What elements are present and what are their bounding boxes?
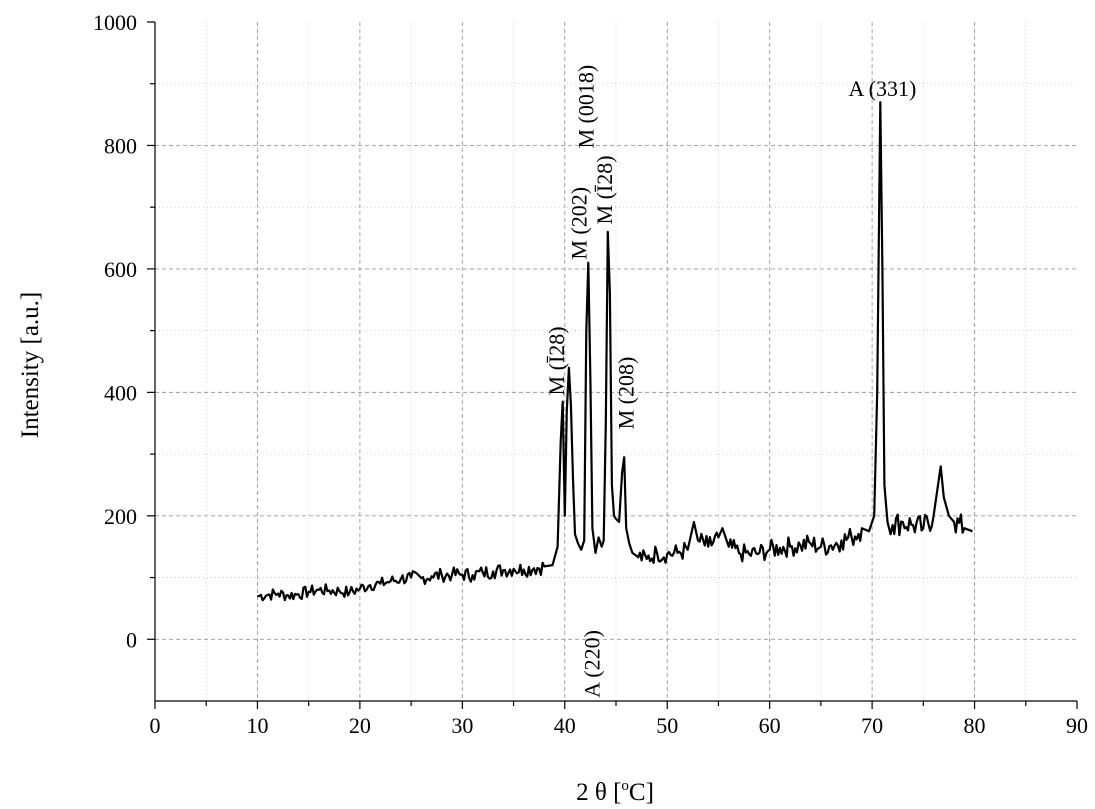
y-tick-label: 600: [104, 257, 137, 282]
x-axis-title: 2 θ [oC]: [576, 778, 654, 806]
x-tick-label: 30: [451, 713, 473, 738]
peak-label: A (220): [580, 630, 605, 698]
x-axis-title-suffix: C]: [629, 779, 654, 806]
x-tick-label: 20: [349, 713, 371, 738]
y-tick-label: 0: [126, 627, 137, 652]
tick-labels: 0 10 20 30 40 50 60 70 80 90 0 200 400 600 800 1000: [93, 10, 1088, 738]
peak-label: M (202): [566, 187, 591, 260]
y-tick-label: 1000: [93, 10, 137, 35]
x-tick-label: 80: [964, 713, 986, 738]
x-axis-title-superscript: o: [621, 778, 629, 794]
peak-label: M (Ī28): [592, 155, 617, 224]
y-tick-label: 800: [104, 133, 137, 158]
peak-label: M (0018): [573, 65, 598, 149]
peak-label: A (331): [848, 76, 916, 101]
x-tick-label: 90: [1066, 713, 1088, 738]
axes: [147, 21, 1078, 709]
x-tick-label: 10: [246, 713, 268, 738]
x-tick-label: 60: [759, 713, 781, 738]
peak-label: M (Ī28): [544, 326, 569, 395]
x-axis-title-prefix: 2 θ [: [576, 779, 621, 806]
x-tick-label: 50: [656, 713, 678, 738]
x-tick-label: 0: [150, 713, 161, 738]
grid: [155, 22, 1077, 701]
y-tick-label: 400: [104, 380, 137, 405]
y-tick-label: 200: [104, 504, 137, 529]
x-tick-label: 40: [554, 713, 576, 738]
peak-label: M (208): [613, 357, 638, 430]
y-axis-title: Intensity [a.u.]: [17, 292, 44, 438]
intensity-series-line: [257, 101, 973, 602]
peak-annotations: A (331)M (Ī28)M (202)M (0018)M (Ī28)M (2…: [544, 65, 917, 698]
x-tick-label: 70: [861, 713, 883, 738]
